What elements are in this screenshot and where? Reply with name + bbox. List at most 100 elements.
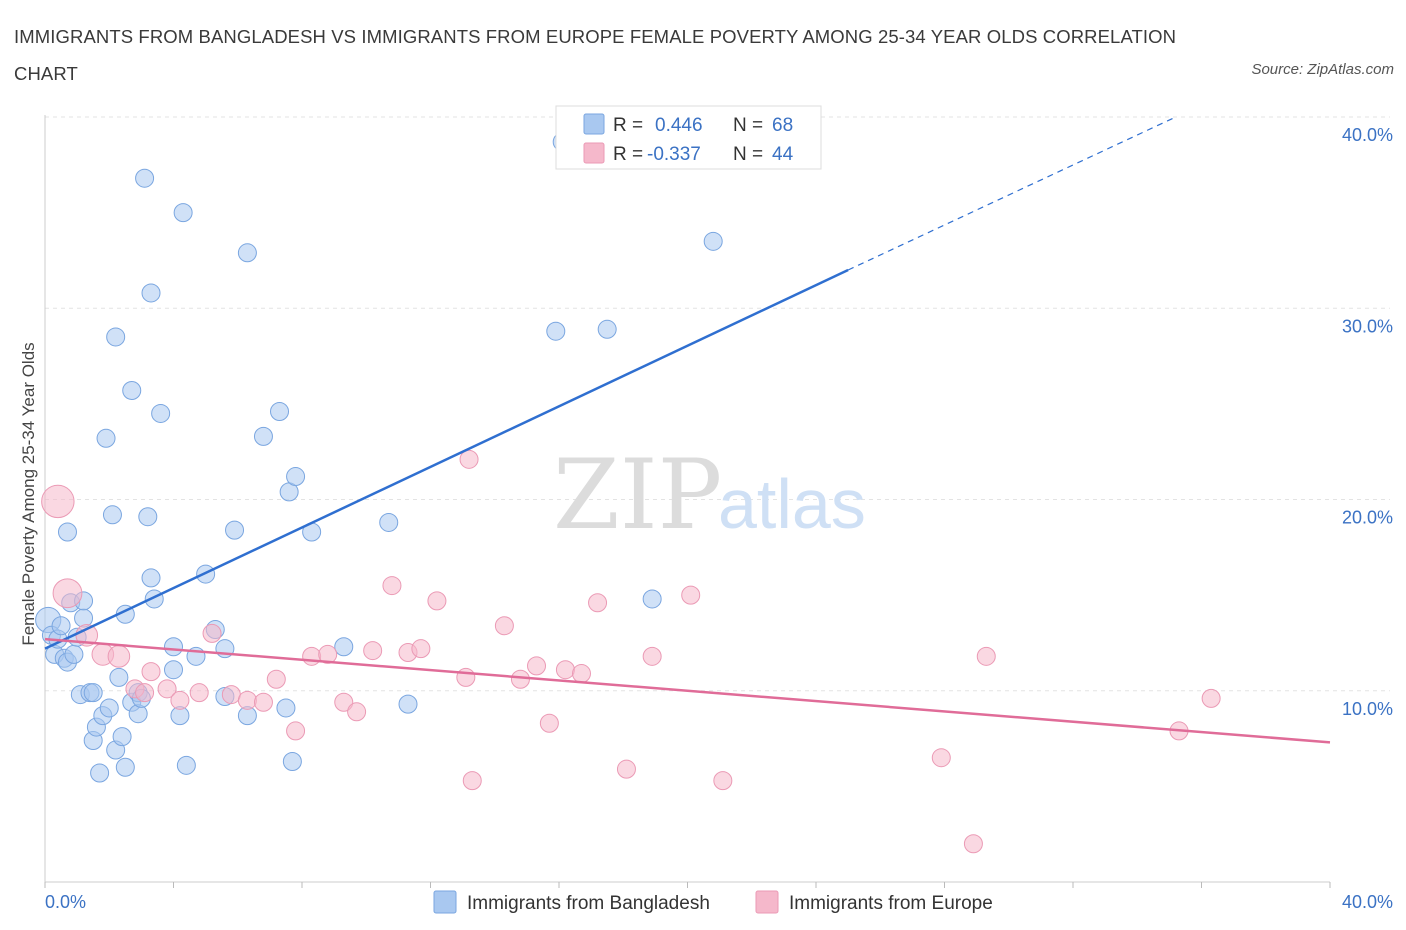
trend-line-bangladesh-extension	[847, 116, 1177, 271]
point-europe	[510, 669, 530, 689]
point-europe	[963, 834, 983, 854]
point-europe	[456, 667, 476, 687]
point-europe	[411, 639, 431, 659]
source-label: Source: ZipAtlas.com	[1251, 61, 1394, 78]
point-bangladesh	[398, 694, 418, 714]
point-bangladesh	[122, 380, 142, 400]
point-bangladesh	[282, 752, 302, 772]
point-bangladesh	[164, 637, 183, 657]
series-europe-points	[41, 449, 1221, 854]
legend-r-value-bangladesh: 0.446	[655, 115, 703, 136]
legend-r-value-europe: -0.337	[647, 144, 701, 165]
legend-n-value-bangladesh: 68	[772, 115, 793, 136]
legend-n-value-europe: 44	[772, 144, 794, 165]
bottom-legend-swatch-europe	[755, 890, 779, 914]
point-bangladesh	[102, 505, 122, 525]
point-bangladesh	[83, 683, 103, 703]
point-europe	[382, 576, 402, 596]
point-europe	[189, 683, 209, 703]
bottom-legend: Immigrants from Bangladesh Immigrants fr…	[433, 890, 993, 914]
point-europe	[459, 449, 479, 469]
point-europe	[494, 616, 514, 636]
point-europe	[221, 685, 241, 705]
legend-swatch-bangladesh	[583, 113, 605, 135]
legend-r-label-europe: R =	[613, 144, 643, 165]
legend-r-label-bangladesh: R =	[613, 115, 643, 136]
point-europe	[202, 623, 222, 643]
point-europe	[266, 669, 286, 689]
point-bangladesh	[253, 426, 273, 446]
point-europe	[462, 771, 482, 791]
point-bangladesh	[115, 757, 135, 777]
point-bangladesh	[176, 755, 196, 775]
point-europe	[286, 721, 306, 741]
y-tick-label: 40.0%	[1342, 125, 1393, 145]
point-bangladesh	[106, 327, 126, 347]
point-bangladesh	[141, 568, 161, 588]
point-bangladesh	[112, 727, 132, 747]
point-europe	[237, 690, 257, 710]
point-europe	[1201, 688, 1221, 708]
point-europe	[347, 702, 367, 722]
point-europe	[588, 593, 608, 613]
legend-swatch-europe	[583, 142, 605, 164]
trend-line-europe	[44, 637, 1331, 744]
point-europe	[253, 692, 273, 712]
x-tick-label-min: 0.0%	[45, 892, 86, 912]
y-tick-label: 30.0%	[1342, 316, 1393, 336]
point-bangladesh	[173, 203, 193, 223]
point-bangladesh	[51, 616, 71, 636]
chart-title: IMMIGRANTS FROM BANGLADESH VS IMMIGRANTS…	[14, 26, 1177, 84]
trend-lines	[44, 116, 1331, 744]
bottom-legend-label-bangladesh: Immigrants from Bangladesh	[467, 893, 710, 914]
point-europe	[141, 662, 161, 682]
point-europe	[157, 679, 177, 699]
x-tick-label-max: 40.0%	[1342, 892, 1393, 912]
point-europe	[318, 644, 338, 664]
point-bangladesh	[379, 512, 399, 532]
watermark: ZIP atlas	[553, 439, 866, 551]
point-europe	[107, 645, 131, 668]
bottom-legend-label-europe: Immigrants from Europe	[789, 893, 993, 914]
series-bangladesh-points	[35, 132, 723, 783]
point-europe	[170, 690, 190, 710]
point-europe	[302, 646, 322, 666]
y-axis-label: Female Poverty Among 25-34 Year Olds	[19, 342, 38, 645]
point-bangladesh	[135, 168, 155, 188]
point-europe	[713, 771, 733, 791]
point-bangladesh	[96, 428, 116, 448]
point-bangladesh	[90, 763, 110, 783]
y-tick-label: 10.0%	[1342, 699, 1393, 719]
point-europe	[334, 692, 354, 712]
point-bangladesh	[276, 698, 296, 718]
point-europe	[427, 591, 447, 611]
point-europe	[41, 484, 75, 519]
point-bangladesh	[151, 403, 171, 423]
y-tick-label: 20.0%	[1342, 508, 1393, 528]
point-bangladesh	[64, 644, 84, 664]
point-bangladesh	[642, 589, 662, 609]
legend-n-label-bangladesh: N =	[733, 115, 763, 136]
point-bangladesh	[286, 467, 306, 487]
bottom-legend-swatch-bangladesh	[433, 890, 457, 914]
grid-lines	[45, 116, 1390, 692]
point-europe	[681, 585, 701, 605]
point-europe	[527, 656, 547, 676]
point-bangladesh	[57, 522, 77, 542]
point-bangladesh	[164, 660, 183, 680]
point-bangladesh	[546, 321, 566, 341]
point-europe	[52, 578, 83, 609]
point-bangladesh	[138, 507, 158, 527]
trend-line-bangladesh	[44, 268, 849, 650]
point-bangladesh	[703, 231, 723, 251]
point-europe	[616, 759, 636, 779]
point-bangladesh	[270, 402, 290, 422]
point-europe	[135, 683, 155, 703]
point-bangladesh	[74, 608, 94, 628]
point-europe	[571, 664, 591, 684]
point-bangladesh	[141, 283, 161, 303]
point-bangladesh	[334, 637, 354, 657]
point-europe	[976, 646, 996, 666]
legend-n-label-europe: N =	[733, 144, 763, 165]
